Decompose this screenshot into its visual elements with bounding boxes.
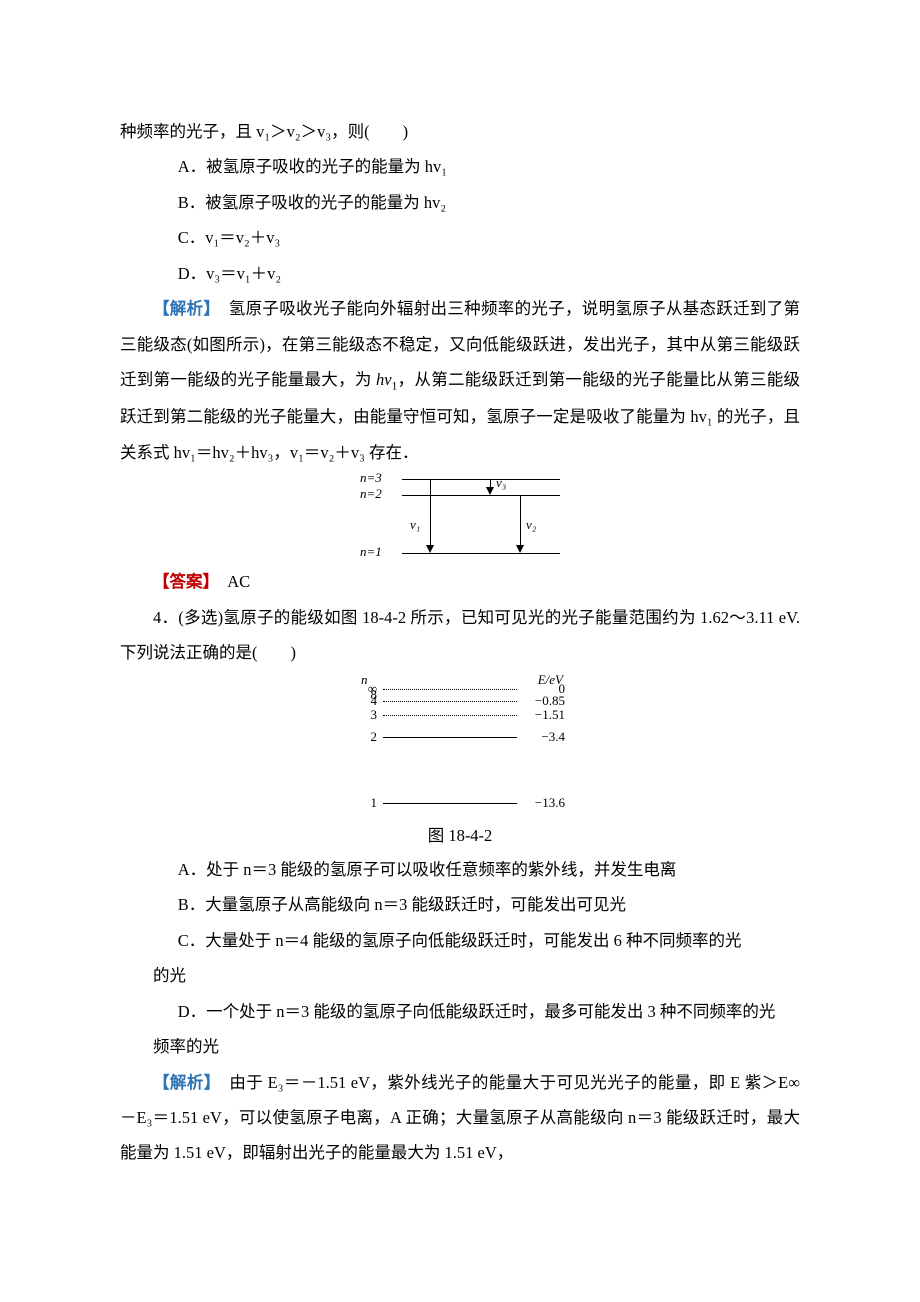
- q4-option-d-cont: 频率的光: [120, 1029, 800, 1064]
- continued-line: 种频率的光子，且 v₁＞v₂＞v₃，则( ): [120, 114, 800, 149]
- energy-level-diagram-1: n=3n=2n=1ν₁ν₂ν₃: [120, 476, 800, 560]
- answer-value: AC: [211, 572, 250, 591]
- answer-line: 【答案】 AC: [120, 564, 800, 599]
- answer-label: 【答案】: [153, 572, 211, 591]
- option-a: A．被氢原子吸收的光子的能量为 hv₁: [120, 149, 800, 184]
- page: 种频率的光子，且 v₁＞v₂＞v₃，则( ) A．被氢原子吸收的光子的能量为 h…: [0, 0, 920, 1231]
- hv1: hv: [376, 370, 392, 389]
- option-d: D．v₃＝v₁＋v₂: [120, 256, 800, 291]
- option-c: C．v₁＝v₂＋v₃: [120, 220, 800, 255]
- energy-level-diagram-2: nE/eV8∞04−0.853−1.512−3.41−13.6 图 18-4-2: [120, 673, 800, 852]
- figure-caption: 图 18-4-2: [428, 819, 493, 852]
- q4-option-c-cont: 的光: [120, 958, 800, 993]
- analysis-1: 【解析】 氢原子吸收光子能向外辐射出三种频率的光子，说明氢原子从基态跃迁到了第三…: [120, 291, 800, 470]
- question-4: 4．(多选)氢原子的能级如图 18-4-2 所示，已知可见光的光子能量范围约为 …: [120, 600, 800, 671]
- q4-option-d: D．一个处于 n＝3 能级的氢原子向低能级跃迁时，最多可能发出 3 种不同频率的…: [120, 994, 800, 1029]
- analysis-2: 【解析】 由于 E₃＝－1.51 eV，紫外线光子的能量大于可见光光子的能量，即…: [120, 1065, 800, 1171]
- q4-option-a: A．处于 n＝3 能级的氢原子可以吸收任意频率的紫外线，并发生电离: [120, 852, 800, 887]
- analysis-label: 【解析】: [153, 299, 212, 318]
- analysis-label-2: 【解析】: [153, 1073, 212, 1092]
- q4-option-c: C．大量处于 n＝4 能级的氢原子向低能级跃迁时，可能发出 6 种不同频率的光: [120, 923, 800, 958]
- option-b: B．被氢原子吸收的光子的能量为 hv₂: [120, 185, 800, 220]
- analysis-body-2: 由于 E₃＝－1.51 eV，紫外线光子的能量大于可见光光子的能量，即 E 紫＞…: [120, 1073, 800, 1163]
- q4-option-b: B．大量氢原子从高能级向 n＝3 能级跃迁时，可能发出可见光: [120, 887, 800, 922]
